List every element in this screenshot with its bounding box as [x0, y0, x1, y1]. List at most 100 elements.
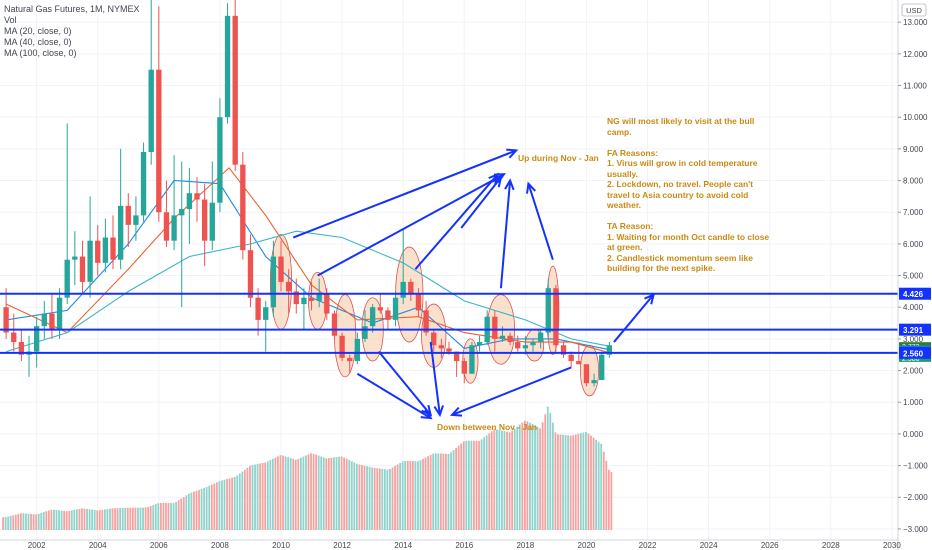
- currency-badge: [901, 3, 927, 17]
- candle-body: [324, 294, 330, 314]
- note-line: building for the next spike.: [607, 263, 716, 273]
- volume-bar: [549, 412, 552, 530]
- note-line: at green.: [607, 242, 643, 252]
- volume-bar: [572, 435, 575, 530]
- volume-bar: [261, 462, 264, 530]
- volume-bar: [597, 441, 600, 530]
- volume-bar: [238, 473, 241, 530]
- candle-body: [591, 380, 597, 384]
- volume-bar: [399, 462, 402, 530]
- volume-bar: [534, 425, 536, 530]
- volume-bar: [411, 461, 414, 530]
- candle-body: [560, 345, 567, 355]
- volume-bar: [378, 468, 381, 530]
- candle-body: [156, 69, 162, 213]
- volume-bar: [582, 432, 585, 530]
- volume-bar: [322, 457, 325, 530]
- volume-bar: [218, 481, 221, 530]
- level-tag-label: 2.560: [903, 349, 924, 358]
- volume-bar: [518, 424, 521, 530]
- candle-body: [263, 307, 269, 320]
- y-axis-bg: [898, 0, 932, 550]
- volume-bar: [602, 451, 605, 530]
- volume-bar: [195, 490, 198, 530]
- candle-body: [140, 152, 147, 216]
- volume-bar: [88, 509, 91, 530]
- level-tag: [899, 323, 931, 336]
- analysis-note: NG will most likely to visit at the bull…: [607, 116, 769, 274]
- volume-bar: [529, 422, 531, 530]
- highlight-ellipse: [334, 294, 357, 378]
- volume-bar: [455, 447, 458, 530]
- ma-line: [5, 230, 610, 353]
- note-line: NG will most likely to visit at the bull: [607, 116, 755, 126]
- volume-bar: [9, 515, 12, 530]
- candle-body: [301, 297, 307, 305]
- note-line: weather.: [607, 200, 642, 210]
- volume-bar: [475, 440, 478, 530]
- volume-bar: [422, 458, 424, 530]
- candle-body: [186, 193, 193, 210]
- volume-bar: [396, 464, 399, 530]
- y-tick-label: 11.000: [903, 82, 927, 91]
- volume-bar: [536, 426, 539, 530]
- volume-bar: [109, 508, 111, 530]
- candle-body: [209, 202, 215, 241]
- volume-bar: [111, 508, 114, 530]
- volume-bar: [330, 457, 333, 530]
- volume-bar: [17, 513, 20, 530]
- volume-bar: [424, 457, 427, 530]
- volume-bar: [595, 439, 598, 530]
- note-line: FA Reasons:: [607, 147, 659, 158]
- volume-bar: [391, 467, 394, 530]
- candle-body: [354, 338, 361, 362]
- volume-bar: [167, 502, 170, 530]
- y-tick-label: 9.000: [903, 145, 924, 154]
- candle-body: [110, 237, 116, 260]
- volume-bar: [414, 461, 417, 530]
- horizontal-levels[interactable]: [0, 292, 898, 354]
- volume-bar: [264, 462, 267, 530]
- volume-bar: [124, 507, 127, 530]
- volume-bar: [147, 507, 150, 530]
- volume-bar: [42, 512, 45, 530]
- volume-bar: [488, 433, 491, 530]
- volume-bar: [350, 461, 353, 530]
- volume-bar: [37, 513, 40, 530]
- volume-bar: [562, 434, 564, 530]
- volume-bar: [325, 458, 328, 530]
- volume-bar: [32, 514, 35, 530]
- volume-bar: [450, 452, 452, 530]
- volume-bar: [485, 435, 488, 530]
- legend-ma40: MA (40, close, 0): [4, 37, 72, 47]
- candle-body: [392, 297, 399, 320]
- volume-bar: [98, 510, 101, 530]
- volume-bar: [289, 457, 292, 530]
- candle-body: [385, 310, 391, 320]
- volume-bar: [442, 453, 445, 530]
- volume-bar: [299, 457, 302, 530]
- note-line: [607, 137, 769, 148]
- volume-bar: [165, 502, 167, 530]
- volume-bar: [554, 432, 557, 530]
- candle-body: [64, 259, 70, 298]
- volume-bar: [249, 465, 251, 530]
- volume-bar: [539, 428, 542, 530]
- volume-bar: [129, 507, 132, 530]
- volume-bar: [480, 439, 483, 530]
- candle-body: [369, 307, 376, 327]
- candle-body: [171, 215, 177, 241]
- volume-bar: [70, 510, 73, 530]
- volume-bar: [541, 422, 544, 530]
- volume-bar: [19, 513, 22, 530]
- volume-bar: [185, 495, 188, 530]
- volume-bar: [389, 468, 391, 530]
- candle-body: [117, 205, 124, 260]
- y-tick-label: 1.000: [903, 398, 924, 407]
- volume-bar: [75, 509, 78, 530]
- x-tick-label: 2006: [150, 541, 168, 550]
- volume-bar: [282, 455, 284, 530]
- volume-bar: [483, 437, 486, 530]
